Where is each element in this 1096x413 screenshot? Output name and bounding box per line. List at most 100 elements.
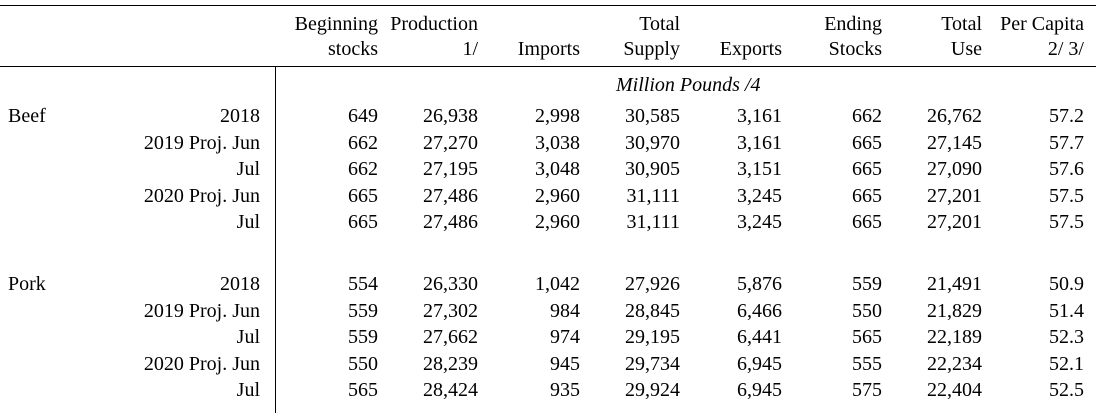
table-cell: 665 bbox=[852, 211, 882, 233]
table-cell: 649 bbox=[348, 105, 378, 127]
header-label: Total bbox=[941, 13, 982, 35]
table-cell: 665 bbox=[852, 158, 882, 180]
table-cell: 29,195 bbox=[625, 326, 680, 348]
header-label: Supply bbox=[623, 38, 680, 60]
table-cell: 945 bbox=[550, 353, 580, 375]
header-label: Per Capita bbox=[1000, 13, 1084, 35]
table-cell: 665 bbox=[348, 185, 378, 207]
table-cell: 575 bbox=[852, 379, 882, 401]
table-cell: 662 bbox=[348, 132, 378, 154]
table-cell: 5,876 bbox=[737, 273, 782, 295]
table-cell: 51.4 bbox=[1049, 300, 1084, 322]
table-cell: 3,151 bbox=[737, 158, 782, 180]
table-cell: 3,161 bbox=[737, 105, 782, 127]
table-cell: 52.1 bbox=[1049, 353, 1084, 375]
header-label: stocks bbox=[328, 38, 378, 60]
table-cell: 30,905 bbox=[625, 158, 680, 180]
table-cell: 27,145 bbox=[927, 132, 982, 154]
table-cell: 28,239 bbox=[423, 353, 478, 375]
table-cell: 57.7 bbox=[1049, 132, 1084, 154]
table-cell: 662 bbox=[348, 158, 378, 180]
commodity-label: Pork bbox=[8, 273, 46, 295]
header-rule bbox=[0, 66, 1096, 67]
row-period: 2018 bbox=[220, 105, 260, 127]
table-cell: 57.2 bbox=[1049, 105, 1084, 127]
table-cell: 935 bbox=[550, 379, 580, 401]
row-period: Jul bbox=[236, 379, 260, 401]
table-cell: 26,762 bbox=[927, 105, 982, 127]
header-label: Stocks bbox=[828, 38, 882, 60]
table-cell: 29,734 bbox=[625, 353, 680, 375]
table-cell: 984 bbox=[550, 300, 580, 322]
table-cell: 26,330 bbox=[423, 273, 478, 295]
header-label: 2/ 3/ bbox=[1047, 38, 1084, 60]
table-cell: 565 bbox=[348, 379, 378, 401]
table-cell: 22,404 bbox=[927, 379, 982, 401]
table-cell: 665 bbox=[348, 211, 378, 233]
table-cell: 26,938 bbox=[423, 105, 478, 127]
table-cell: 550 bbox=[852, 300, 882, 322]
table-cell: 57.5 bbox=[1049, 211, 1084, 233]
table-cell: 22,234 bbox=[927, 353, 982, 375]
units-label: Million Pounds /4 bbox=[616, 74, 761, 96]
table-cell: 27,195 bbox=[423, 158, 478, 180]
table-cell: 1,042 bbox=[535, 273, 580, 295]
table-cell: 30,970 bbox=[625, 132, 680, 154]
table-cell: 27,662 bbox=[423, 326, 478, 348]
table-cell: 3,245 bbox=[737, 211, 782, 233]
table-cell: 554 bbox=[348, 273, 378, 295]
top-rule bbox=[0, 5, 1096, 6]
table-cell: 3,038 bbox=[535, 132, 580, 154]
table-cell: 28,424 bbox=[423, 379, 478, 401]
row-period: 2019 Proj. Jun bbox=[143, 132, 260, 154]
header-label: Total bbox=[639, 13, 680, 35]
table-cell: 28,845 bbox=[625, 300, 680, 322]
table-cell: 665 bbox=[852, 132, 882, 154]
header-label: 1/ bbox=[462, 38, 478, 60]
row-period: Jul bbox=[236, 326, 260, 348]
table-cell: 27,090 bbox=[927, 158, 982, 180]
table-cell: 559 bbox=[348, 326, 378, 348]
table-cell: 30,585 bbox=[625, 105, 680, 127]
table-cell: 559 bbox=[852, 273, 882, 295]
table-cell: 6,945 bbox=[737, 353, 782, 375]
header-label: Ending bbox=[824, 13, 882, 35]
table-cell: 27,926 bbox=[625, 273, 680, 295]
table-cell: 50.9 bbox=[1049, 273, 1084, 295]
header-label: Exports bbox=[719, 38, 782, 60]
table-cell: 6,466 bbox=[737, 300, 782, 322]
table-cell: 550 bbox=[348, 353, 378, 375]
table-cell: 3,048 bbox=[535, 158, 580, 180]
table-cell: 27,486 bbox=[423, 185, 478, 207]
header-label: Beginning bbox=[294, 13, 378, 35]
table-cell: 52.5 bbox=[1049, 379, 1084, 401]
row-period: 2020 Proj. Jun bbox=[143, 353, 260, 375]
table-cell: 27,486 bbox=[423, 211, 478, 233]
table-cell: 27,302 bbox=[423, 300, 478, 322]
row-period: 2019 Proj. Jun bbox=[143, 300, 260, 322]
table-cell: 21,829 bbox=[927, 300, 982, 322]
row-period: Jul bbox=[236, 158, 260, 180]
column-divider bbox=[275, 67, 276, 413]
row-period: Jul bbox=[236, 211, 260, 233]
commodity-label: Beef bbox=[8, 105, 46, 127]
table-cell: 555 bbox=[852, 353, 882, 375]
header-label: Imports bbox=[517, 38, 580, 60]
table-cell: 2,960 bbox=[535, 185, 580, 207]
table-cell: 2,998 bbox=[535, 105, 580, 127]
header-label: Production bbox=[390, 13, 478, 35]
table-cell: 57.6 bbox=[1049, 158, 1084, 180]
table-cell: 27,201 bbox=[927, 211, 982, 233]
table-cell: 6,945 bbox=[737, 379, 782, 401]
table-cell: 57.5 bbox=[1049, 185, 1084, 207]
table-cell: 6,441 bbox=[737, 326, 782, 348]
table-cell: 29,924 bbox=[625, 379, 680, 401]
table-cell: 21,491 bbox=[927, 273, 982, 295]
table-cell: 2,960 bbox=[535, 211, 580, 233]
table-cell: 565 bbox=[852, 326, 882, 348]
table-cell: 22,189 bbox=[927, 326, 982, 348]
header-label: Use bbox=[950, 38, 982, 60]
table-cell: 52.3 bbox=[1049, 326, 1084, 348]
row-period: 2020 Proj. Jun bbox=[143, 185, 260, 207]
table-cell: 665 bbox=[852, 185, 882, 207]
